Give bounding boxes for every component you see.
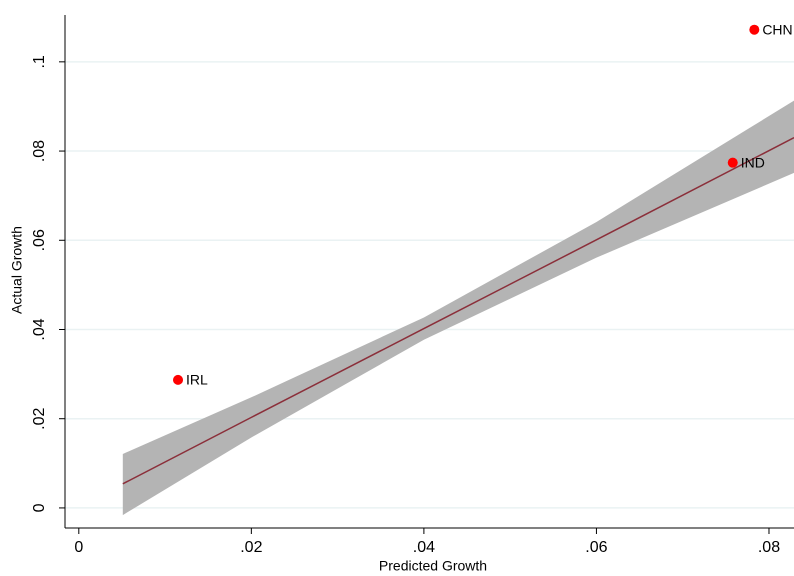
y-axis-title: Actual Growth bbox=[9, 226, 25, 314]
y-tick-label: .04 bbox=[31, 318, 48, 340]
x-tick-label: .06 bbox=[585, 539, 607, 556]
confidence-band bbox=[122, 100, 794, 516]
point-label: IND bbox=[741, 154, 765, 170]
x-tick-label: .08 bbox=[758, 539, 780, 556]
y-tick-label: .1 bbox=[31, 55, 48, 68]
point bbox=[749, 24, 760, 35]
point bbox=[727, 157, 738, 168]
x-tick-label: .02 bbox=[240, 539, 262, 556]
fit-line bbox=[122, 137, 794, 485]
point bbox=[173, 374, 184, 385]
x-tick-label: 0 bbox=[74, 539, 83, 556]
point-label: CHN bbox=[762, 21, 792, 37]
x-tick-label: .04 bbox=[413, 539, 435, 556]
y-tick-label: .08 bbox=[31, 140, 48, 162]
point-label: IRL bbox=[186, 372, 208, 388]
x-axis-title: Predicted Growth bbox=[379, 558, 487, 574]
y-tick-label: 0 bbox=[31, 503, 48, 512]
y-tick-label: .02 bbox=[31, 407, 48, 429]
y-tick-label: .06 bbox=[31, 229, 48, 251]
